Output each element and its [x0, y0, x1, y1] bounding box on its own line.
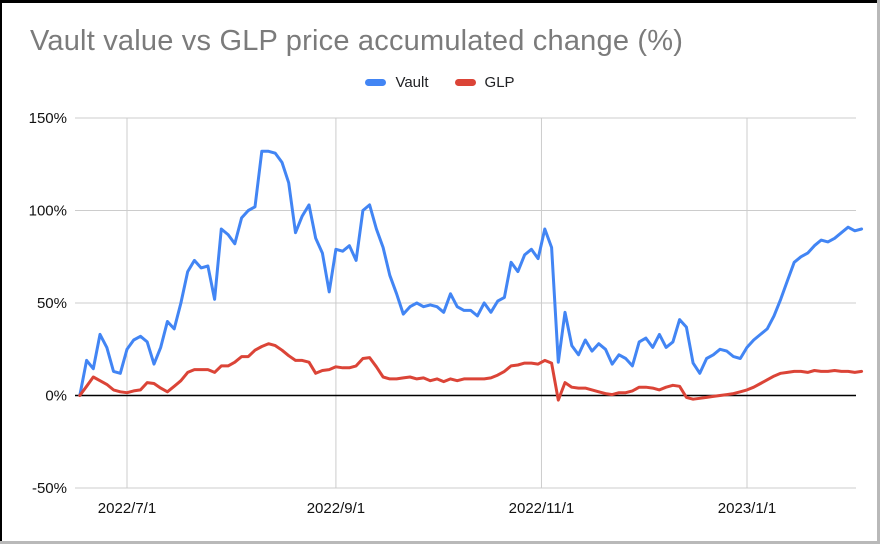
chart-title: Vault value vs GLP price accumulated cha…: [30, 25, 684, 57]
legend-item-glp[interactable]: GLP: [454, 74, 515, 91]
x-tick-label: 2022/9/1: [307, 500, 365, 517]
x-tick-label: 2022/11/1: [509, 500, 575, 517]
legend-item-vault[interactable]: Vault: [365, 74, 429, 91]
vault-series-swatch-icon: [365, 79, 387, 86]
vault-series-line: [78, 149, 864, 397]
legend-label-vault: Vault: [395, 74, 429, 91]
glp-series-swatch-icon: [454, 79, 476, 86]
y-tick-label: 0%: [45, 388, 67, 405]
chart-legend: Vault GLP: [0, 74, 880, 91]
x-tick-label: 2023/1/1: [718, 500, 776, 517]
y-tick-label: 50%: [37, 295, 67, 312]
glp-series-line: [78, 342, 864, 402]
x-tick-label: 2022/7/1: [98, 500, 156, 517]
window-border-left: [0, 0, 2, 544]
y-tick-label: 100%: [29, 203, 67, 220]
window-border-top: [0, 0, 880, 3]
legend-label-glp: GLP: [484, 74, 515, 91]
y-tick-label: 150%: [29, 110, 67, 127]
window-border-right: [877, 0, 880, 544]
y-tick-label: -50%: [32, 480, 67, 497]
window-border-bottom: [0, 541, 880, 544]
